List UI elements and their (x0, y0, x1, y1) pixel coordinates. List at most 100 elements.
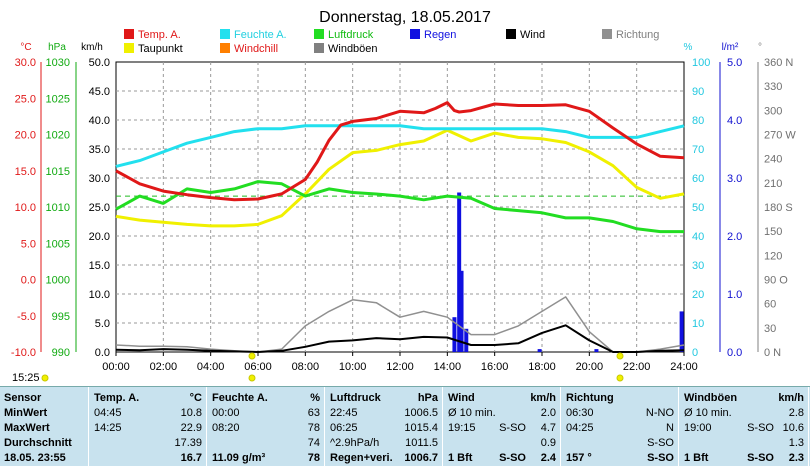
stats-cell-value: 1011.5 (405, 437, 438, 449)
rain-bar (452, 317, 457, 352)
pressure-tick-label: 990 (52, 347, 70, 359)
stats-row: 1 Bft S-SO 2.4 (448, 451, 556, 466)
wind-tick-label: 40.0 (89, 115, 110, 127)
stats-cell-value: 2.8 (788, 407, 804, 419)
stats-row-label: MaxWert (4, 422, 50, 434)
rain-bar (537, 349, 542, 352)
humidity-tick-label: 100 (692, 57, 710, 69)
temp-tick-label: 30.0 (15, 57, 36, 69)
wind-tick-label: 25.0 (89, 202, 110, 214)
stats-cell-value: 2.3 (788, 452, 804, 464)
stats-cell-time: 11.09 g/m³ (212, 452, 266, 464)
wind-tick-label: 45.0 (89, 86, 110, 98)
wind-tick-label: 20.0 (89, 231, 110, 243)
stats-cell-value: 22.9 (180, 422, 202, 434)
stats-row: Durchschnitt (4, 436, 84, 451)
temp-tick-label: 5.0 (21, 238, 36, 250)
pressure-unit-label: hPa (48, 42, 66, 53)
stats-cell-value: 2.0 (540, 407, 556, 419)
stats-row-label: MinWert (4, 407, 48, 419)
stats-column-head: Feuchte A.% (212, 391, 320, 406)
pressure-tick-label: 1025 (46, 93, 70, 105)
y-axis-ticks: 30.025.020.015.010.05.00.0-5.0-10.010301… (11, 57, 796, 359)
stats-column-1: Temp. A. °C 04:45 10.8 14:25 22.9 17.39 16.7 (90, 387, 207, 466)
humidity-tick-label: 70 (692, 144, 704, 156)
humidity-tick-label: 10 (692, 318, 704, 330)
stats-row: 0.9 (448, 436, 556, 451)
stats-row: 00:00 63 (212, 406, 320, 421)
stats-cell-value: 17.39 (174, 437, 202, 449)
stats-cell-value: 1.3 (788, 437, 804, 449)
stats-cell-value: 1015.4 (404, 422, 438, 434)
stats-cell-value: 1006.7 (404, 452, 438, 464)
stats-head-label: Wind (448, 392, 475, 404)
x-tick-label: 08:00 (292, 361, 320, 373)
stats-row: 08:20 78 (212, 421, 320, 436)
stats-head-unit: °C (189, 392, 202, 404)
stats-row: 1 Bft S-SO 2.3 (684, 451, 804, 466)
stats-cell-time: Regen+veri. (330, 452, 393, 464)
legend-label-1: Feuchte A. (234, 29, 287, 41)
stats-cell-value: 0.9 (540, 437, 556, 449)
stats-row: 74 (212, 436, 320, 451)
humidity-unit-label: % (684, 42, 693, 53)
wind-tick-label: 0.0 (95, 347, 110, 359)
stats-column-head: Wind km/h (448, 391, 556, 406)
rain-tick-label: 4.0 (727, 115, 742, 127)
wind-tick-label: 35.0 (89, 144, 110, 156)
stats-head-label: Feuchte A. (212, 392, 268, 404)
rain-bars (452, 192, 684, 352)
x-axis-ticks: 00:00 02:00 04:00 06:00 08:00 10:00 12:00 14:00… (102, 352, 698, 373)
stats-column-head: Richtung (566, 391, 674, 406)
stats-cell-time: 157 ° (566, 452, 592, 464)
stats-cell-value: 63 (307, 407, 320, 419)
legend-label-6: Taupunkt (138, 43, 183, 55)
stats-cell-value: 4.7 (540, 422, 556, 434)
rain-bar (679, 311, 684, 352)
temp-tick-label: 0.0 (21, 275, 36, 287)
x-tick-label: 20:00 (576, 361, 604, 373)
legend-swatch-7 (220, 43, 230, 53)
legend-swatch-8 (314, 43, 324, 53)
stats-cell-value: 78 (307, 452, 320, 464)
statistics-table: Sensor MinWert MaxWert Durchschnitt 18.05. 2… (0, 386, 810, 466)
stats-row: 14:25 22.9 (94, 421, 202, 436)
stats-cell-direction: S-SO (499, 422, 526, 434)
stats-row: MinWert (4, 406, 84, 421)
stats-cell-value: 2.4 (540, 452, 556, 464)
pressure-tick-label: 1005 (46, 238, 70, 250)
time-marker-dot (248, 352, 256, 360)
time-marker-dot (248, 374, 256, 382)
chart-title: Donnerstag, 18.05.2017 (319, 9, 491, 26)
x-tick-label: 22:00 (623, 361, 651, 373)
x-tick-label: 04:00 (197, 361, 225, 373)
humidity-tick-label: 80 (692, 115, 704, 127)
direction-tick-label: 150 (764, 226, 782, 238)
stats-row-label: 18.05. 23:55 (4, 452, 66, 464)
stats-row: 157 ° S-SO (566, 451, 674, 466)
humidity-tick-label: 50 (692, 202, 704, 214)
series-line-temp-a- (115, 101, 685, 202)
stats-cell-value: 10.8 (180, 407, 202, 419)
stats-head-label: Windböen (684, 392, 738, 404)
stats-head-unit: hPa (417, 392, 438, 404)
stats-cell-value: 10.6 (782, 422, 804, 434)
stats-column-5: Richtung 06:30 N-NO 04:25 N S-SO 157 ° S-SO (562, 387, 679, 466)
stats-row: 19:00 S-SO 10.6 (684, 421, 804, 436)
legend-label-4: Wind (520, 29, 545, 41)
x-tick-label: 02:00 (150, 361, 178, 373)
stats-row: ^2.9hPa/h 1011.5 (330, 436, 438, 451)
humidity-tick-label: 90 (692, 86, 704, 98)
time-markers (41, 352, 624, 382)
direction-tick-label: 330 (764, 81, 782, 93)
direction-tick-label: 60 (764, 299, 776, 311)
wind-tick-label: 15.0 (89, 260, 110, 272)
x-tick-label: 12:00 (386, 361, 414, 373)
stats-row: 17.39 (94, 436, 202, 451)
stats-cell-time: 00:00 (212, 407, 240, 419)
direction-tick-label: 30 (764, 323, 776, 335)
legend-swatch-0 (124, 29, 134, 39)
stats-cell-time: 19:15 (448, 422, 476, 434)
stats-cell-time: 08:20 (212, 422, 240, 434)
rain-bar (594, 349, 599, 352)
